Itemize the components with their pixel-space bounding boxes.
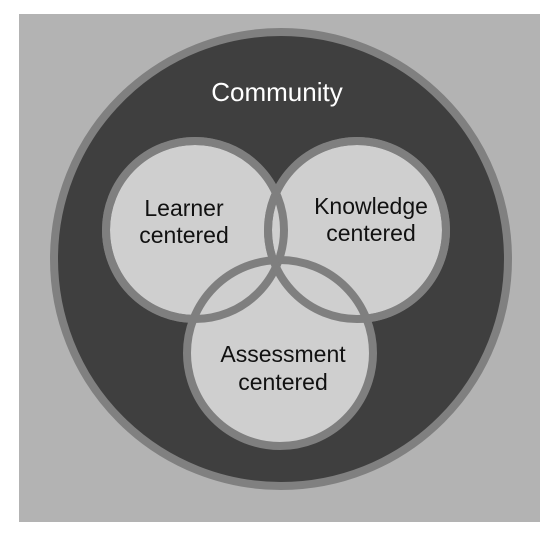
community-label: Community [211, 77, 342, 107]
assessment-centered-label-line2: centered [238, 369, 328, 395]
learner-centered-label-line2: centered [139, 222, 229, 248]
knowledge-centered-outline [264, 137, 450, 323]
knowledge-centered-label-line2: centered [326, 220, 416, 246]
assessment-centered-label-line1: Assessment [220, 341, 346, 367]
learner-centered-outline [102, 137, 288, 323]
learner-centered-label-line1: Learner [144, 195, 224, 221]
knowledge-centered-label-line1: Knowledge [314, 193, 428, 219]
